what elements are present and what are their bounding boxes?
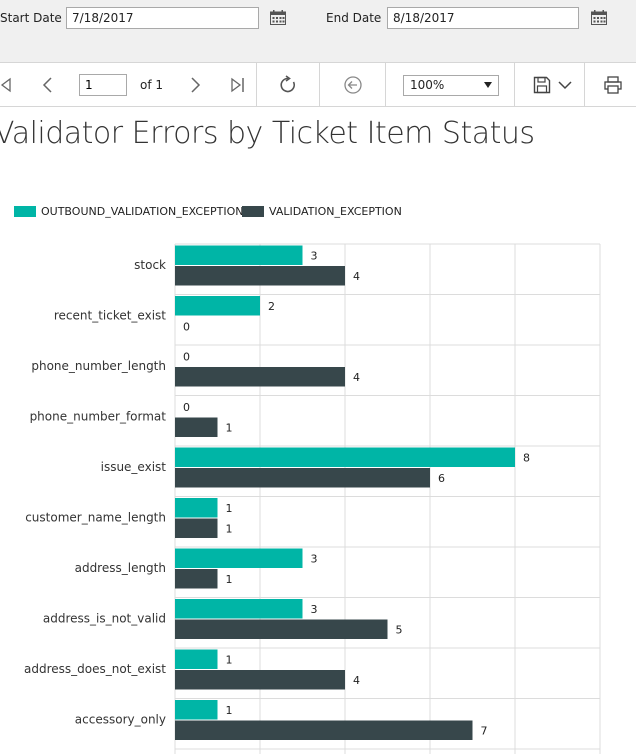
bar-outbound xyxy=(175,700,218,720)
data-label: 0 xyxy=(183,351,190,364)
zoom-select[interactable]: 100% xyxy=(403,75,499,96)
bar-outbound xyxy=(175,245,303,265)
last-page-icon[interactable] xyxy=(227,75,247,95)
bar-validation xyxy=(175,670,345,690)
parameter-bar: Start Date End Date xyxy=(0,0,636,62)
data-label: 7 xyxy=(481,725,488,738)
data-label: 0 xyxy=(183,321,190,334)
legend-label-outbound: OUTBOUND_VALIDATION_EXCEPTION xyxy=(41,205,244,218)
end-date-input[interactable] xyxy=(387,7,579,29)
data-label: 3 xyxy=(311,250,318,263)
bar-outbound xyxy=(175,498,218,518)
bar-validation xyxy=(175,569,218,589)
data-label: 4 xyxy=(353,270,360,283)
start-date-input[interactable] xyxy=(66,7,259,29)
page-number-input[interactable] xyxy=(79,74,127,96)
category-label: accessory_only xyxy=(75,713,166,727)
bar-validation xyxy=(175,619,388,639)
data-label: 2 xyxy=(268,300,275,313)
next-page-icon[interactable] xyxy=(185,75,205,95)
data-label: 4 xyxy=(353,371,360,384)
bar-validation xyxy=(175,417,218,437)
category-label: customer_name_length xyxy=(25,511,166,525)
save-icon[interactable] xyxy=(532,75,552,95)
report-title: Validator Errors by Ticket Item Status xyxy=(0,116,535,151)
bar-outbound xyxy=(175,649,218,669)
legend-swatch-validation xyxy=(242,206,264,217)
data-label: 0 xyxy=(183,401,190,414)
data-label: 1 xyxy=(226,573,233,586)
dropdown-arrow-icon xyxy=(484,82,492,88)
category-label: recent_ticket_exist xyxy=(54,309,166,323)
print-icon[interactable] xyxy=(603,75,623,95)
category-label: address_is_not_valid xyxy=(43,612,166,626)
bar-outbound xyxy=(175,447,515,467)
bar-validation xyxy=(175,468,430,488)
data-label: 3 xyxy=(311,603,318,616)
toolbar-separator xyxy=(256,63,257,107)
legend-label-validation: VALIDATION_EXCEPTION xyxy=(269,205,402,218)
category-label: stock xyxy=(134,258,166,272)
bar-validation xyxy=(175,518,218,538)
data-label: 3 xyxy=(311,553,318,566)
category-label: phone_number_length xyxy=(31,359,166,373)
legend-swatch-outbound xyxy=(14,206,36,217)
bar-outbound xyxy=(175,599,303,619)
chevron-down-icon[interactable] xyxy=(555,75,575,95)
data-label: 1 xyxy=(226,704,233,717)
data-label: 5 xyxy=(396,624,403,637)
data-label: 6 xyxy=(438,472,445,485)
report-toolbar: of 1 100% xyxy=(0,62,636,107)
calendar-icon[interactable] xyxy=(591,10,607,25)
start-date-label: Start Date xyxy=(0,11,62,25)
category-label: phone_number_format xyxy=(30,410,167,424)
data-label: 4 xyxy=(353,674,360,687)
refresh-icon[interactable] xyxy=(278,75,298,95)
first-page-icon[interactable] xyxy=(0,75,16,95)
toolbar-separator xyxy=(584,63,585,107)
data-label: 1 xyxy=(226,654,233,667)
bar-outbound xyxy=(175,548,303,568)
bar-validation xyxy=(175,367,345,387)
toolbar-separator xyxy=(319,63,320,107)
data-label: 8 xyxy=(523,452,530,465)
category-label: address_does_not_exist xyxy=(24,662,166,676)
toolbar-separator xyxy=(385,63,386,107)
previous-page-icon[interactable] xyxy=(38,75,58,95)
category-label: address_length xyxy=(75,561,166,575)
toolbar-separator xyxy=(514,63,515,107)
page-count-label: of 1 xyxy=(140,78,164,92)
back-icon[interactable] xyxy=(343,75,363,95)
calendar-icon[interactable] xyxy=(270,10,286,25)
bar-validation xyxy=(175,266,345,286)
data-label: 1 xyxy=(226,502,233,515)
data-label: 1 xyxy=(226,523,233,536)
bar-outbound xyxy=(175,296,260,316)
zoom-value: 100% xyxy=(410,78,445,92)
data-label: 1 xyxy=(226,422,233,435)
bar-validation xyxy=(175,720,473,740)
end-date-label: End Date xyxy=(326,11,382,25)
category-label: issue_exist xyxy=(101,460,167,474)
